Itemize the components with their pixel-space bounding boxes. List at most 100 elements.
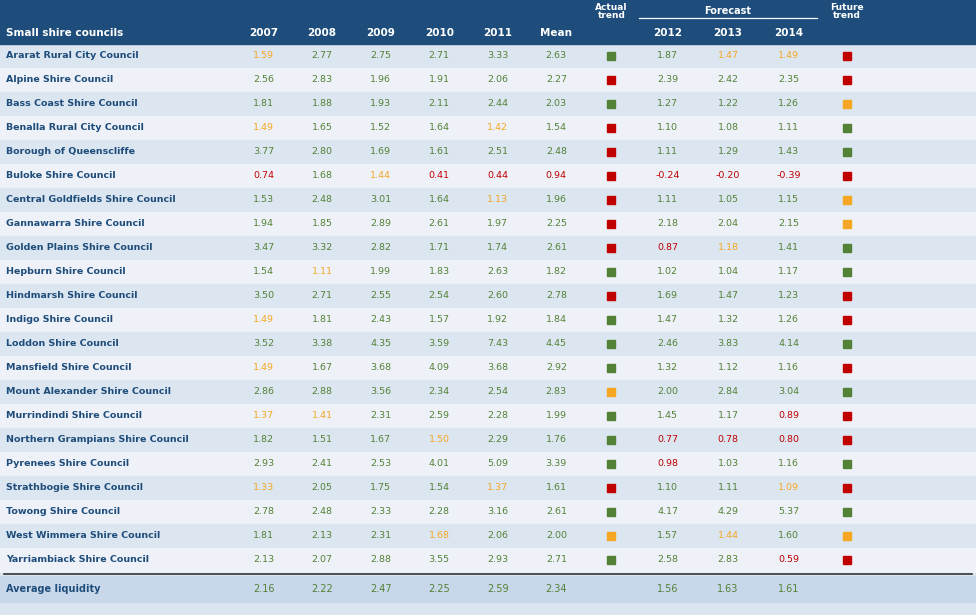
Bar — [607, 436, 616, 444]
Text: Strathbogie Shire Council: Strathbogie Shire Council — [6, 483, 143, 493]
Bar — [842, 220, 851, 228]
Bar — [0, 452, 976, 476]
Text: 1.54: 1.54 — [428, 483, 450, 493]
Text: 0.77: 0.77 — [657, 435, 678, 445]
Text: 0.80: 0.80 — [778, 435, 799, 445]
Text: 3.55: 3.55 — [428, 555, 450, 565]
Text: 1.22: 1.22 — [717, 100, 739, 108]
Bar — [607, 268, 616, 276]
Text: 1.11: 1.11 — [311, 268, 333, 277]
Text: Northern Grampians Shire Council: Northern Grampians Shire Council — [6, 435, 188, 445]
Text: Mount Alexander Shire Council: Mount Alexander Shire Council — [6, 387, 171, 397]
Text: 2.48: 2.48 — [311, 196, 333, 205]
Text: 1.65: 1.65 — [311, 124, 333, 132]
Text: 1.47: 1.47 — [657, 315, 678, 325]
Text: 1.37: 1.37 — [487, 483, 508, 493]
Text: 1.26: 1.26 — [778, 315, 799, 325]
Text: 1.57: 1.57 — [657, 531, 678, 541]
Text: 1.76: 1.76 — [546, 435, 567, 445]
Text: 1.26: 1.26 — [778, 100, 799, 108]
Text: 1.81: 1.81 — [311, 315, 333, 325]
Text: 1.09: 1.09 — [778, 483, 799, 493]
Text: 3.01: 3.01 — [370, 196, 391, 205]
Bar — [607, 460, 616, 468]
Bar — [842, 484, 851, 492]
Text: 2.34: 2.34 — [546, 584, 567, 594]
Text: 4.01: 4.01 — [428, 459, 450, 469]
Text: 1.37: 1.37 — [253, 411, 274, 421]
Text: 2.31: 2.31 — [370, 411, 391, 421]
Text: 2.58: 2.58 — [657, 555, 678, 565]
Text: Average liquidity: Average liquidity — [6, 584, 101, 594]
Text: 2.47: 2.47 — [370, 584, 391, 594]
Text: Gannawarra Shire Council: Gannawarra Shire Council — [6, 220, 144, 229]
Text: -0.24: -0.24 — [656, 172, 679, 180]
Text: Bass Coast Shire Council: Bass Coast Shire Council — [6, 100, 138, 108]
Bar — [607, 292, 616, 300]
Text: 1.68: 1.68 — [428, 531, 450, 541]
Text: 2.15: 2.15 — [778, 220, 799, 229]
Text: 2.78: 2.78 — [546, 292, 567, 301]
Text: 1.87: 1.87 — [657, 52, 678, 60]
Text: 1.63: 1.63 — [717, 584, 739, 594]
Bar — [842, 364, 851, 372]
Text: 1.33: 1.33 — [253, 483, 274, 493]
Text: Future: Future — [830, 2, 864, 12]
Bar — [842, 388, 851, 396]
Text: 3.04: 3.04 — [778, 387, 799, 397]
Bar — [0, 332, 976, 356]
Bar — [0, 44, 976, 68]
Text: 2.54: 2.54 — [428, 292, 450, 301]
Text: 2.83: 2.83 — [546, 387, 567, 397]
Text: 2.83: 2.83 — [717, 555, 739, 565]
Text: 2.31: 2.31 — [370, 531, 391, 541]
Text: 2008: 2008 — [307, 28, 337, 38]
Text: 1.41: 1.41 — [311, 411, 333, 421]
Text: 1.83: 1.83 — [428, 268, 450, 277]
Text: 2.00: 2.00 — [657, 387, 678, 397]
Text: 0.87: 0.87 — [657, 244, 678, 253]
Text: 1.84: 1.84 — [546, 315, 567, 325]
Text: 1.10: 1.10 — [657, 483, 678, 493]
Text: 2.25: 2.25 — [546, 220, 567, 229]
Bar — [607, 100, 616, 108]
Text: Hindmarsh Shire Council: Hindmarsh Shire Council — [6, 292, 138, 301]
Bar — [607, 124, 616, 132]
Text: 2.06: 2.06 — [487, 531, 508, 541]
Text: Loddon Shire Council: Loddon Shire Council — [6, 339, 119, 349]
Text: 1.91: 1.91 — [428, 76, 450, 84]
Bar — [842, 244, 851, 252]
Text: 1.29: 1.29 — [717, 148, 739, 156]
Text: 2.18: 2.18 — [657, 220, 678, 229]
Text: 1.69: 1.69 — [657, 292, 678, 301]
Text: 2.59: 2.59 — [487, 584, 508, 594]
Bar — [842, 508, 851, 516]
Text: 3.52: 3.52 — [253, 339, 274, 349]
Bar — [607, 148, 616, 156]
Text: 1.27: 1.27 — [657, 100, 678, 108]
Text: 1.47: 1.47 — [717, 292, 739, 301]
Bar — [607, 52, 616, 60]
Text: 2.33: 2.33 — [370, 507, 391, 517]
Bar — [0, 428, 976, 452]
Bar — [0, 236, 976, 260]
Text: 2.56: 2.56 — [253, 76, 274, 84]
Text: 1.02: 1.02 — [657, 268, 678, 277]
Text: 2.34: 2.34 — [428, 387, 450, 397]
Bar — [607, 508, 616, 516]
Text: 2.59: 2.59 — [428, 411, 450, 421]
Text: Mansfield Shire Council: Mansfield Shire Council — [6, 363, 132, 373]
Text: 1.54: 1.54 — [253, 268, 274, 277]
Bar — [0, 140, 976, 164]
Bar — [0, 116, 976, 140]
Bar — [842, 340, 851, 348]
Bar — [842, 556, 851, 564]
Text: 1.71: 1.71 — [428, 244, 450, 253]
Text: Yarriambiack Shire Council: Yarriambiack Shire Council — [6, 555, 149, 565]
Text: 2010: 2010 — [425, 28, 454, 38]
Bar — [0, 188, 976, 212]
Bar — [0, 92, 976, 116]
Text: 1.59: 1.59 — [253, 52, 274, 60]
Text: 2.06: 2.06 — [487, 76, 508, 84]
Bar — [842, 436, 851, 444]
